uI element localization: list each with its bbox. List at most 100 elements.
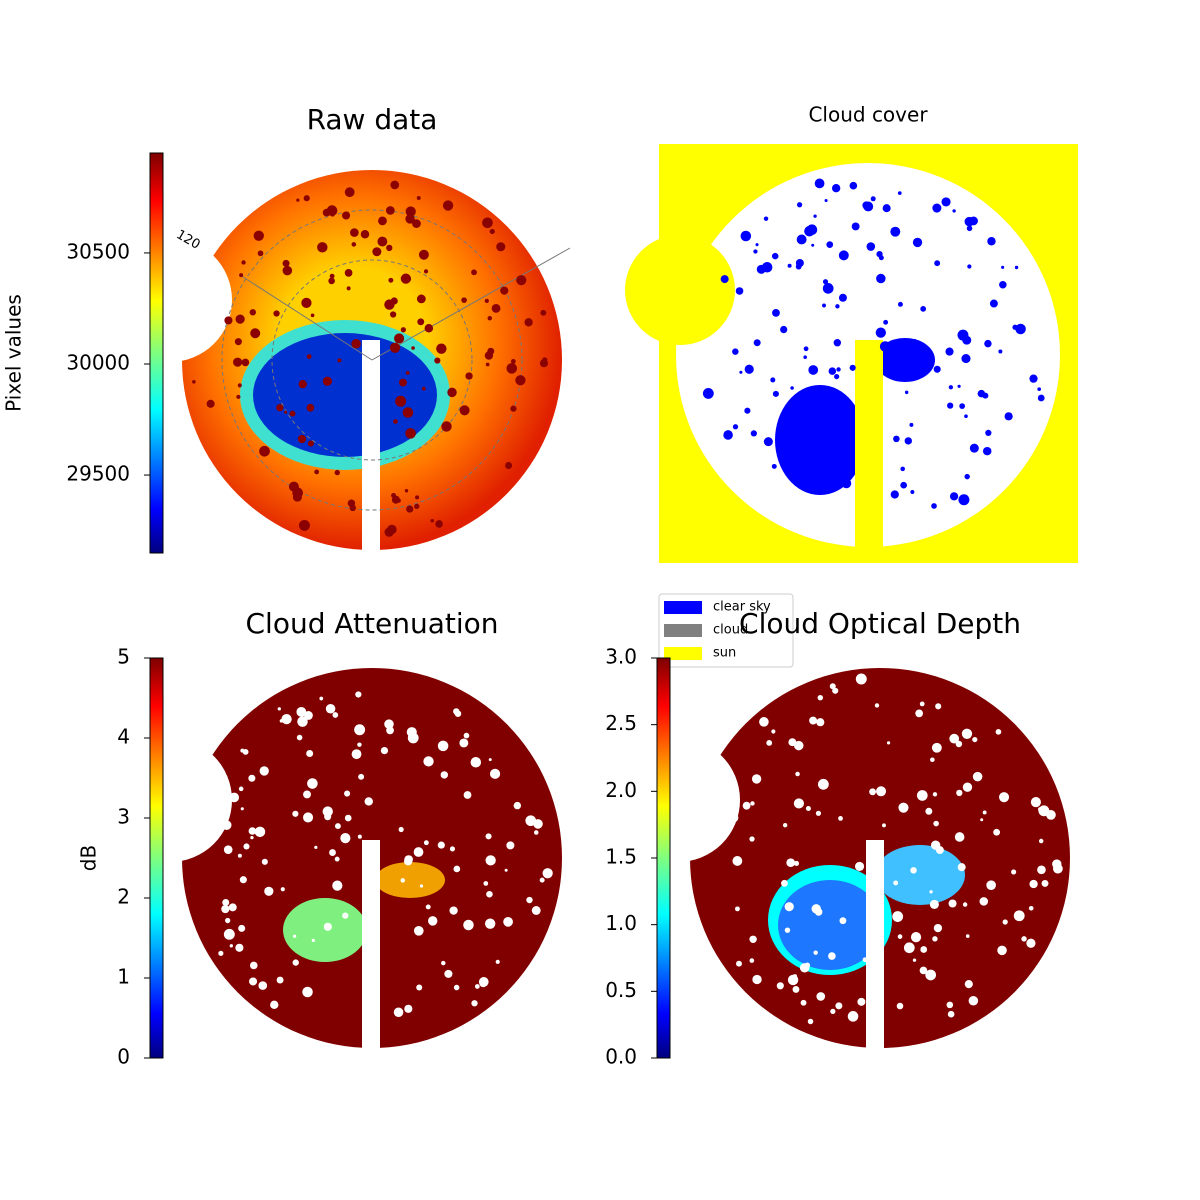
speckle (416, 984, 423, 991)
speckle (384, 719, 394, 729)
speckle (897, 191, 902, 195)
speckle (405, 206, 416, 217)
speckle (998, 349, 1003, 354)
speckle (281, 713, 292, 725)
speckle (533, 830, 539, 835)
speckle (428, 916, 438, 926)
speckle (956, 789, 963, 797)
speckle (796, 202, 803, 208)
speckle (732, 424, 739, 430)
speckle (389, 342, 401, 353)
speckle (412, 219, 421, 228)
colorbar-tick-label: 30000 (66, 350, 130, 374)
speckle (402, 407, 414, 418)
speckle (791, 474, 802, 485)
speckle (413, 925, 424, 936)
speckle (350, 228, 359, 237)
speckle (720, 275, 729, 284)
speckle (413, 847, 424, 857)
speckle (221, 904, 230, 914)
speckle (405, 428, 416, 439)
speckle (471, 269, 477, 276)
speckle (417, 318, 425, 326)
speckle (912, 958, 917, 962)
speckle (1038, 805, 1050, 817)
speckle (886, 741, 891, 745)
speckle (946, 1001, 954, 1009)
speckle (993, 828, 1001, 836)
speckle (1037, 865, 1046, 875)
speckle (929, 890, 933, 894)
speckle (506, 841, 515, 850)
speckle (915, 709, 923, 718)
speckle (449, 906, 458, 915)
speckle (919, 966, 928, 975)
speckle (424, 324, 434, 333)
speckle (897, 934, 903, 939)
speckle (403, 857, 413, 866)
speckle (224, 316, 233, 325)
panel-title: Raw data (307, 103, 438, 136)
speckle (239, 273, 244, 278)
speckle (1021, 936, 1027, 942)
speckle (329, 273, 335, 279)
speckle (482, 217, 493, 229)
speckle (453, 708, 460, 715)
speckle (311, 938, 315, 943)
speckle (766, 739, 773, 746)
speckle (296, 198, 300, 202)
speckle (999, 792, 1010, 803)
speckle (783, 437, 792, 446)
speckle (736, 960, 742, 967)
speckle (883, 319, 889, 325)
speckle (1013, 910, 1025, 922)
speckle (838, 816, 843, 821)
speckle (306, 750, 314, 758)
speckle (784, 927, 791, 933)
speckle (909, 422, 914, 427)
speckle (832, 687, 839, 694)
speckle (229, 944, 233, 948)
speckle (855, 673, 867, 685)
speckle (385, 206, 395, 215)
speckle (222, 898, 230, 906)
speckle (406, 505, 414, 513)
speckle (240, 807, 244, 811)
optical-depth-image (616, 668, 1070, 1055)
speckle (874, 703, 880, 708)
speckle (796, 429, 802, 434)
speckle (307, 778, 318, 789)
speckle (441, 960, 446, 966)
speckle (463, 732, 470, 739)
speckle (790, 386, 794, 390)
speckle (898, 802, 909, 813)
speckle (399, 378, 407, 387)
speckle (334, 856, 340, 862)
speckle (406, 727, 417, 738)
speckle (803, 346, 809, 352)
speckle (444, 969, 453, 978)
speckle (405, 214, 415, 224)
speckle (240, 748, 245, 753)
speckle (803, 355, 807, 359)
speckle (248, 774, 256, 782)
speckle (749, 836, 755, 842)
speckle (292, 934, 297, 938)
speckle (744, 407, 751, 414)
speckle (1038, 838, 1044, 844)
speckle (377, 236, 388, 247)
speckle (236, 394, 241, 399)
speckle (259, 445, 270, 457)
speckle (808, 365, 819, 375)
speckle (248, 827, 257, 835)
speckle (296, 734, 303, 741)
speckle (390, 311, 397, 318)
legend-label: cloud (713, 623, 748, 638)
speckle (804, 225, 815, 237)
speckle (882, 204, 891, 213)
speckle (400, 273, 411, 284)
speckle (772, 308, 780, 317)
panel-title: Cloud Optical Depth (739, 607, 1021, 640)
speckle (929, 899, 939, 910)
speckle (525, 815, 537, 827)
